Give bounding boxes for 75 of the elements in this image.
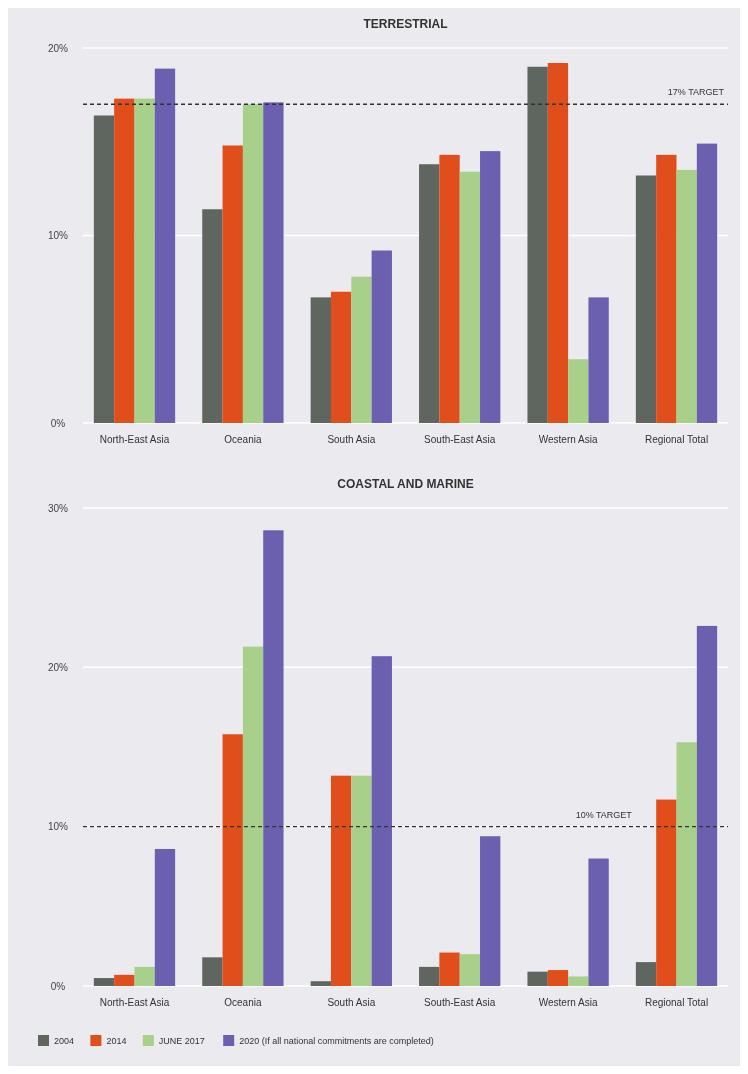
- bar: [351, 775, 372, 986]
- bar: [310, 981, 331, 986]
- bar: [696, 625, 718, 986]
- bar: [527, 971, 548, 986]
- x-tick-label: South Asia: [327, 997, 376, 1008]
- bar: [330, 775, 352, 986]
- x-tick-label: Oceania: [224, 434, 262, 445]
- chart-title: COASTAL AND MARINE: [337, 477, 474, 491]
- bar: [480, 151, 501, 423]
- bar: [696, 143, 718, 423]
- bar: [134, 966, 155, 986]
- bar: [93, 978, 115, 986]
- bar: [439, 154, 460, 423]
- bar: [202, 209, 223, 423]
- bar: [656, 799, 677, 986]
- bar: [242, 104, 264, 423]
- bar: [588, 858, 609, 986]
- bar: [154, 68, 176, 423]
- bar: [263, 102, 284, 423]
- ref-line-label: 17% TARGET: [667, 87, 725, 98]
- legend-label: 2014: [106, 1036, 127, 1046]
- bar: [134, 98, 155, 423]
- bar: [419, 966, 440, 986]
- x-tick-label: South Asia: [327, 434, 376, 445]
- y-tick-label: 30%: [47, 502, 69, 514]
- y-tick-label: 20%: [47, 661, 69, 673]
- x-tick-label: Regional Total: [644, 997, 709, 1008]
- y-tick-label: 10%: [47, 821, 69, 833]
- legend-label: JUNE 2017: [158, 1036, 205, 1046]
- bar: [676, 742, 697, 986]
- bar: [635, 962, 657, 986]
- x-tick-label: South-East Asia: [424, 997, 496, 1008]
- bar: [154, 848, 176, 986]
- bar: [676, 169, 697, 423]
- bar: [439, 952, 460, 986]
- y-tick-label: 20%: [47, 42, 69, 54]
- bar: [419, 164, 440, 423]
- bar: [222, 145, 243, 423]
- bar: [371, 250, 392, 423]
- bar: [527, 66, 548, 423]
- x-tick-label: Western Asia: [538, 434, 598, 445]
- legend-label: 2004: [54, 1036, 75, 1046]
- bar: [459, 171, 481, 423]
- chart-title: TERRESTRIAL: [363, 17, 448, 31]
- ref-line-label: 10% TARGET: [575, 809, 633, 820]
- y-tick-label: 10%: [47, 230, 69, 241]
- bar: [93, 115, 115, 423]
- bar: [547, 63, 569, 423]
- bar: [568, 976, 589, 986]
- bar: [222, 734, 243, 986]
- bar: [351, 276, 372, 423]
- bar: [310, 297, 331, 423]
- legend-label: 2020 (If all national commitments are completed): [239, 1036, 434, 1046]
- bar: [480, 836, 501, 986]
- bar: [588, 297, 609, 423]
- bar: [459, 954, 481, 986]
- x-tick-label: Oceania: [224, 997, 262, 1008]
- x-tick-label: South-East Asia: [424, 434, 496, 445]
- x-tick-label: North-East Asia: [99, 434, 170, 445]
- y-tick-label: 0%: [50, 980, 66, 992]
- x-tick-label: Western Asia: [538, 997, 598, 1008]
- bar: [656, 154, 677, 423]
- bar: [330, 291, 352, 423]
- bar: [114, 974, 135, 986]
- x-tick-label: North-East Asia: [99, 997, 170, 1008]
- bar: [242, 646, 264, 986]
- bar: [263, 530, 284, 986]
- bar: [202, 957, 223, 986]
- bar: [114, 98, 135, 423]
- bar: [635, 175, 657, 423]
- y-tick-label: 0%: [50, 417, 66, 429]
- x-tick-label: Regional Total: [644, 434, 709, 445]
- bar: [547, 970, 569, 986]
- bar: [568, 359, 589, 423]
- bar: [371, 656, 392, 986]
